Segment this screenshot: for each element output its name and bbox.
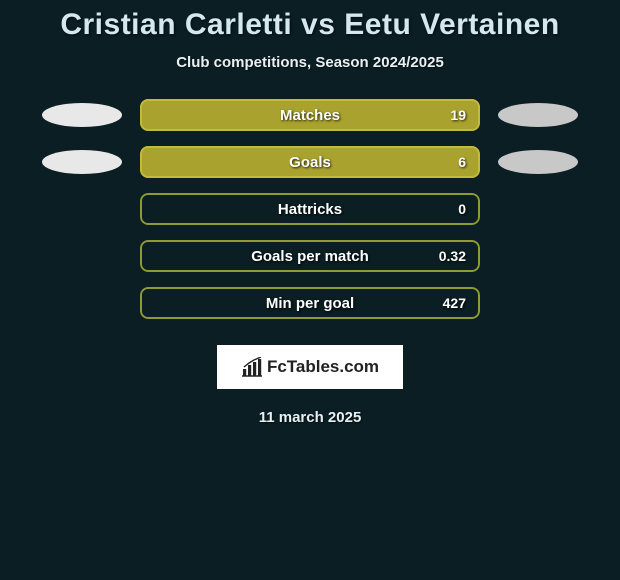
stat-value: 19 bbox=[450, 107, 466, 123]
stat-value: 0 bbox=[458, 201, 466, 217]
logo-chart-icon bbox=[241, 357, 263, 377]
stat-value: 6 bbox=[458, 154, 466, 170]
stat-value: 427 bbox=[443, 295, 466, 311]
stat-label: Min per goal bbox=[266, 295, 354, 312]
left-ellipse bbox=[42, 244, 122, 268]
stat-label: Matches bbox=[280, 107, 340, 124]
stat-bar: Min per goal 427 bbox=[140, 287, 480, 319]
left-ellipse bbox=[42, 197, 122, 221]
stat-bar: Goals 6 bbox=[140, 146, 480, 178]
right-ellipse bbox=[498, 150, 578, 174]
stat-bar: Goals per match 0.32 bbox=[140, 240, 480, 272]
logo-text: FcTables.com bbox=[267, 357, 379, 377]
left-ellipse bbox=[42, 150, 122, 174]
stat-row: Goals per match 0.32 bbox=[0, 240, 620, 272]
stat-label: Hattricks bbox=[278, 201, 342, 218]
logo-box: FcTables.com bbox=[217, 345, 403, 389]
stat-value: 0.32 bbox=[439, 248, 466, 264]
stat-bar: Matches 19 bbox=[140, 99, 480, 131]
stat-bar: Hattricks 0 bbox=[140, 193, 480, 225]
stat-row: Min per goal 427 bbox=[0, 287, 620, 319]
page-subtitle: Club competitions, Season 2024/2025 bbox=[0, 54, 620, 71]
stat-label: Goals bbox=[289, 154, 331, 171]
stat-row: Goals 6 bbox=[0, 146, 620, 178]
stat-label: Goals per match bbox=[251, 248, 369, 265]
date-label: 11 march 2025 bbox=[0, 409, 620, 426]
left-ellipse bbox=[42, 103, 122, 127]
page-title: Cristian Carletti vs Eetu Vertainen bbox=[0, 8, 620, 42]
right-ellipse bbox=[498, 244, 578, 268]
left-ellipse bbox=[42, 291, 122, 315]
right-ellipse bbox=[498, 291, 578, 315]
right-ellipse bbox=[498, 103, 578, 127]
stat-row: Hattricks 0 bbox=[0, 193, 620, 225]
stat-row: Matches 19 bbox=[0, 99, 620, 131]
stats-list: Matches 19 Goals 6 Hattricks 0 Goals per match… bbox=[0, 99, 620, 319]
right-ellipse bbox=[498, 197, 578, 221]
